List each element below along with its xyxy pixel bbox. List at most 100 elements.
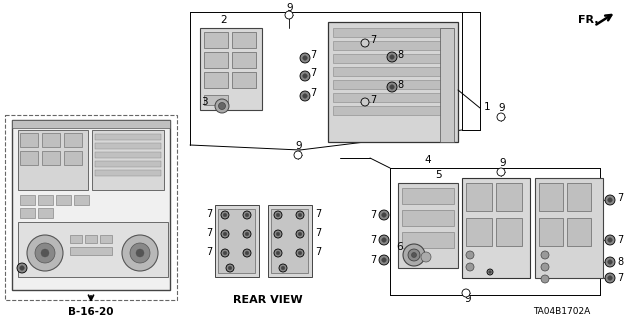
- Bar: [232, 72, 256, 88]
- Circle shape: [541, 275, 549, 283]
- Circle shape: [281, 266, 285, 270]
- Circle shape: [605, 257, 615, 267]
- Circle shape: [218, 102, 225, 109]
- Circle shape: [300, 91, 310, 101]
- Text: 7: 7: [206, 247, 212, 257]
- Bar: [92, 130, 164, 190]
- Bar: [204, 32, 228, 48]
- Bar: [74, 195, 89, 205]
- Circle shape: [245, 251, 249, 255]
- Circle shape: [276, 213, 280, 217]
- Circle shape: [379, 255, 389, 265]
- Text: 7: 7: [310, 68, 316, 78]
- Text: 7: 7: [310, 88, 316, 98]
- Bar: [232, 32, 256, 48]
- Text: TA04B1702A: TA04B1702A: [532, 308, 590, 316]
- Bar: [333, 28, 453, 37]
- Text: 7: 7: [315, 209, 321, 219]
- Text: 7: 7: [310, 50, 316, 60]
- Circle shape: [27, 235, 63, 271]
- Circle shape: [130, 243, 150, 263]
- Circle shape: [466, 263, 474, 271]
- Circle shape: [122, 235, 158, 271]
- Bar: [18, 222, 168, 277]
- Circle shape: [296, 249, 304, 257]
- Bar: [271, 209, 308, 273]
- Bar: [218, 209, 255, 273]
- Bar: [535, 178, 603, 278]
- Bar: [95, 170, 161, 176]
- Bar: [95, 134, 161, 140]
- Text: 8: 8: [617, 257, 623, 267]
- Circle shape: [300, 53, 310, 63]
- Bar: [12, 120, 170, 290]
- Circle shape: [223, 232, 227, 236]
- Bar: [333, 80, 453, 89]
- Text: 5: 5: [435, 170, 442, 180]
- Text: 7: 7: [315, 228, 321, 238]
- Circle shape: [303, 74, 307, 78]
- Text: 7: 7: [206, 228, 212, 238]
- Circle shape: [243, 230, 251, 238]
- Circle shape: [226, 264, 234, 272]
- Bar: [567, 183, 591, 211]
- Bar: [402, 210, 454, 226]
- Circle shape: [298, 232, 302, 236]
- Bar: [333, 54, 453, 63]
- Bar: [5, 115, 177, 300]
- Bar: [333, 106, 453, 115]
- Circle shape: [408, 249, 420, 261]
- Bar: [496, 183, 522, 211]
- Text: 7: 7: [617, 235, 623, 245]
- Text: 7: 7: [617, 273, 623, 283]
- Circle shape: [403, 244, 425, 266]
- Circle shape: [285, 11, 293, 19]
- Text: 9: 9: [499, 103, 506, 113]
- Bar: [95, 161, 161, 167]
- Circle shape: [381, 238, 387, 242]
- Circle shape: [605, 273, 615, 283]
- Text: 8: 8: [397, 50, 403, 60]
- Circle shape: [421, 252, 431, 262]
- Circle shape: [245, 213, 249, 217]
- Text: 7: 7: [315, 247, 321, 257]
- Circle shape: [245, 232, 249, 236]
- Text: 9: 9: [465, 294, 471, 304]
- Bar: [204, 72, 228, 88]
- Circle shape: [361, 98, 369, 106]
- Text: 7: 7: [370, 210, 376, 220]
- Circle shape: [466, 251, 474, 259]
- Bar: [95, 143, 161, 149]
- Circle shape: [390, 85, 394, 89]
- Bar: [402, 232, 454, 248]
- Bar: [38, 208, 53, 218]
- Circle shape: [361, 39, 369, 47]
- Bar: [215, 205, 259, 277]
- Bar: [70, 247, 112, 255]
- Text: 7: 7: [206, 209, 212, 219]
- Circle shape: [276, 251, 280, 255]
- Circle shape: [221, 249, 229, 257]
- Text: 8: 8: [397, 80, 403, 90]
- Text: 9: 9: [287, 3, 293, 13]
- Circle shape: [462, 289, 470, 297]
- Bar: [398, 183, 458, 268]
- Circle shape: [303, 56, 307, 60]
- Circle shape: [608, 260, 612, 264]
- Circle shape: [243, 249, 251, 257]
- Circle shape: [298, 251, 302, 255]
- Text: 7: 7: [370, 35, 376, 45]
- Bar: [95, 152, 161, 158]
- Circle shape: [497, 113, 505, 121]
- Text: 2: 2: [221, 15, 227, 25]
- Circle shape: [276, 232, 280, 236]
- Circle shape: [379, 235, 389, 245]
- Circle shape: [221, 211, 229, 219]
- Circle shape: [379, 210, 389, 220]
- Circle shape: [387, 82, 397, 92]
- Circle shape: [605, 235, 615, 245]
- Text: REAR VIEW: REAR VIEW: [233, 295, 303, 305]
- Circle shape: [279, 264, 287, 272]
- Bar: [20, 133, 38, 147]
- Circle shape: [20, 266, 24, 270]
